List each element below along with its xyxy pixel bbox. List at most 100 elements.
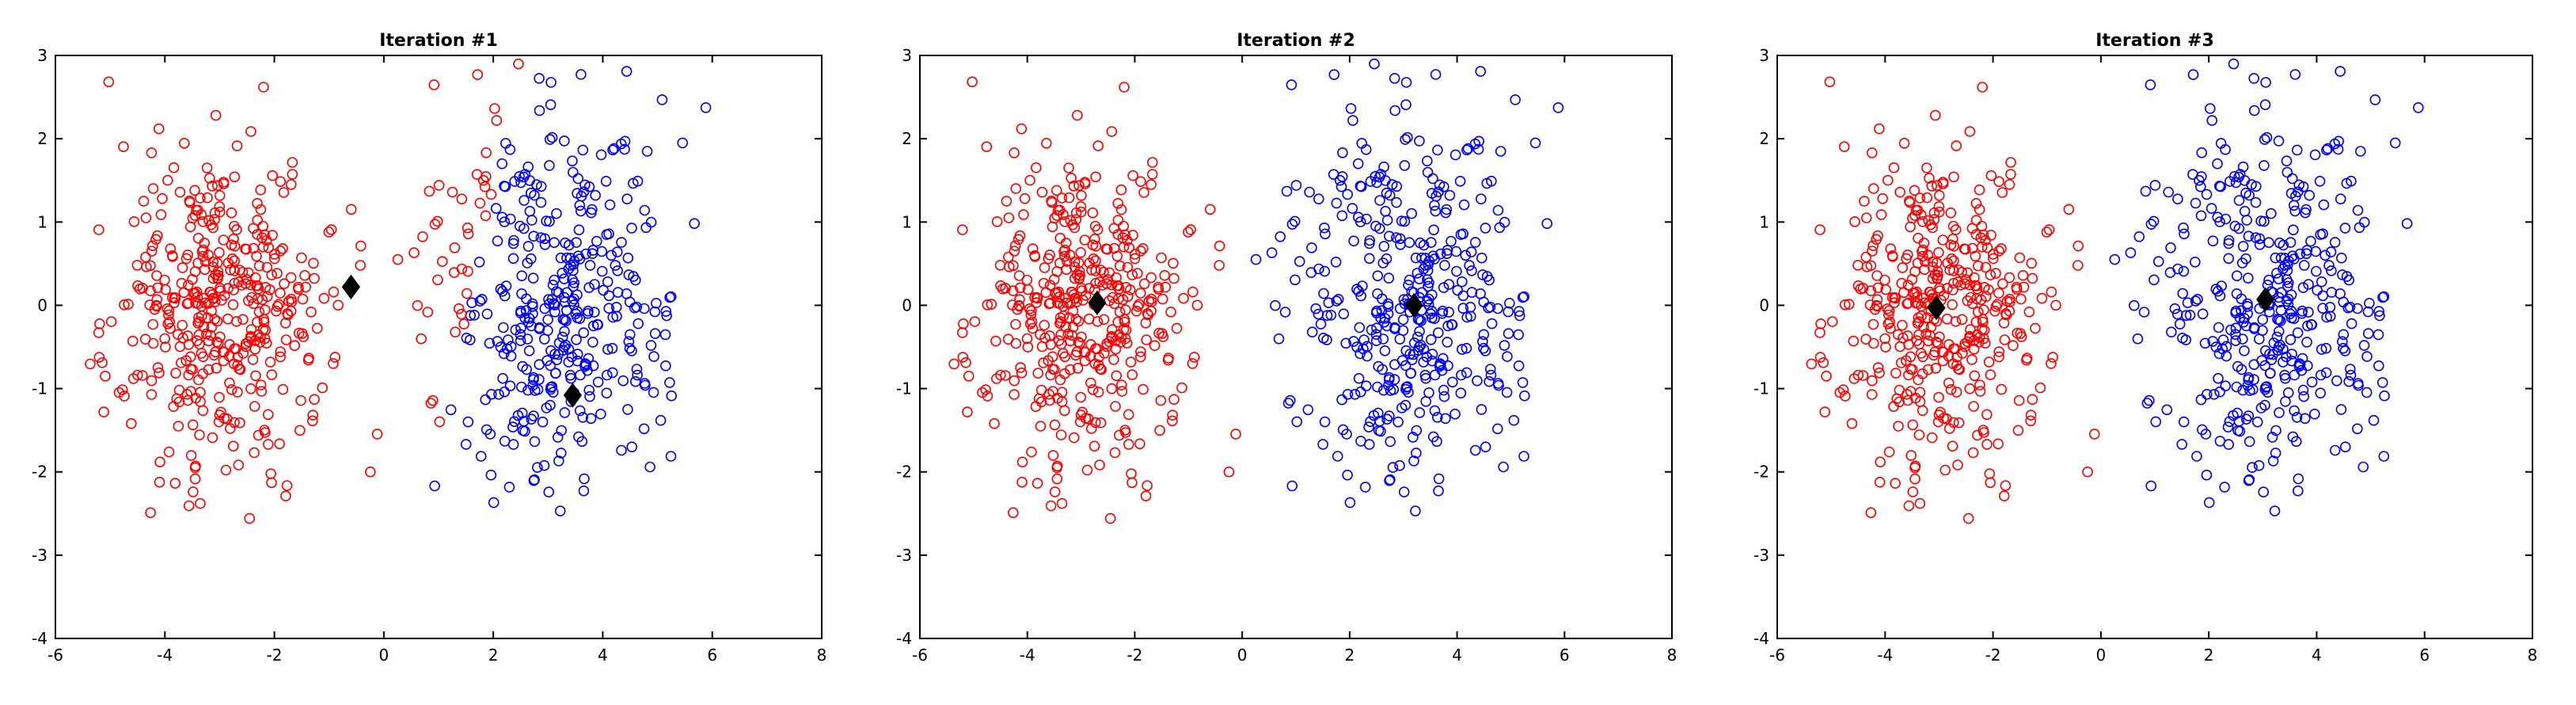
data-point-cluster-2 bbox=[1384, 372, 1395, 383]
x-tick-label: -2 bbox=[1127, 646, 1142, 665]
data-point-cluster-1 bbox=[1055, 429, 1067, 440]
data-point-cluster-2 bbox=[1411, 425, 1423, 436]
data-point-cluster-2 bbox=[1427, 188, 1438, 199]
data-point-cluster-2 bbox=[2335, 193, 2346, 204]
data-point-cluster-2 bbox=[1306, 326, 1318, 338]
data-point-cluster-2 bbox=[1414, 407, 1426, 418]
data-point-cluster-2 bbox=[1462, 143, 1474, 154]
data-point-cluster-1 bbox=[1051, 462, 1062, 474]
data-point-cluster-1 bbox=[233, 459, 245, 471]
data-point-cluster-1 bbox=[1883, 309, 1894, 321]
data-point-cluster-1 bbox=[154, 367, 165, 379]
data-point-cluster-2 bbox=[509, 176, 520, 187]
data-point-cluster-2 bbox=[602, 344, 614, 355]
data-point-cluster-2 bbox=[1373, 171, 1385, 183]
data-point-cluster-1 bbox=[1848, 335, 1860, 347]
data-point-cluster-2 bbox=[1426, 305, 1438, 317]
data-point-cluster-1 bbox=[1134, 438, 1146, 450]
data-point-cluster-2 bbox=[1450, 246, 1462, 257]
data-point-cluster-1 bbox=[151, 300, 162, 312]
data-point-cluster-1 bbox=[1016, 123, 1028, 135]
data-point-cluster-1 bbox=[957, 352, 969, 363]
data-point-cluster-2 bbox=[1469, 237, 1481, 248]
data-point-cluster-2 bbox=[1400, 382, 1412, 393]
data-point-cluster-2 bbox=[518, 415, 530, 427]
data-point-cluster-1 bbox=[159, 333, 170, 345]
data-point-cluster-1 bbox=[1090, 265, 1101, 276]
data-point-cluster-1 bbox=[268, 249, 280, 260]
data-point-cluster-2 bbox=[2220, 213, 2232, 225]
data-point-cluster-1 bbox=[1055, 316, 1066, 327]
data-point-cluster-1 bbox=[1874, 476, 1886, 488]
data-point-cluster-2 bbox=[568, 265, 579, 276]
data-point-cluster-1 bbox=[1917, 405, 1928, 417]
data-point-cluster-2 bbox=[1337, 147, 1348, 158]
data-point-cluster-1 bbox=[1130, 305, 1142, 317]
data-point-cluster-2 bbox=[1452, 284, 1463, 296]
data-point-cluster-2 bbox=[1382, 301, 1394, 312]
data-point-cluster-1 bbox=[176, 277, 188, 289]
data-point-cluster-2 bbox=[2341, 271, 2353, 282]
data-point-cluster-2 bbox=[1454, 176, 1466, 187]
data-point-cluster-1 bbox=[1866, 389, 1878, 400]
data-point-cluster-2 bbox=[2373, 360, 2384, 372]
data-point-cluster-1 bbox=[2025, 410, 2037, 421]
data-point-cluster-2 bbox=[2233, 195, 2245, 206]
data-point-cluster-1 bbox=[275, 176, 287, 187]
data-point-cluster-1 bbox=[1879, 333, 1890, 345]
data-point-cluster-2 bbox=[2178, 416, 2190, 428]
data-point-cluster-1 bbox=[1008, 507, 1019, 519]
data-point-cluster-1 bbox=[1903, 500, 1915, 512]
y-tick-label: 1 bbox=[1759, 212, 1769, 231]
data-point-cluster-1 bbox=[1996, 383, 2007, 395]
data-point-cluster-2 bbox=[1419, 260, 1431, 271]
data-point-cluster-1 bbox=[1913, 232, 1924, 244]
data-point-cluster-1 bbox=[1112, 316, 1123, 328]
data-point-cluster-2 bbox=[2152, 256, 2164, 267]
data-point-cluster-1 bbox=[1159, 269, 1170, 281]
x-tick-label: 6 bbox=[707, 646, 717, 665]
data-point-cluster-1 bbox=[1069, 256, 1081, 268]
data-point-cluster-2 bbox=[1476, 193, 1487, 204]
data-point-cluster-1 bbox=[268, 253, 280, 265]
data-point-cluster-2 bbox=[2282, 387, 2294, 398]
data-point-cluster-1 bbox=[266, 269, 278, 280]
data-point-cluster-2 bbox=[545, 382, 557, 393]
data-point-cluster-1 bbox=[152, 282, 163, 294]
data-point-cluster-1 bbox=[1819, 406, 1830, 417]
data-point-cluster-2 bbox=[528, 231, 540, 242]
data-point-cluster-2 bbox=[2361, 351, 2373, 362]
data-point-cluster-2 bbox=[2389, 137, 2401, 149]
data-point-cluster-2 bbox=[577, 411, 589, 423]
data-point-cluster-1 bbox=[267, 170, 279, 181]
data-point-cluster-1 bbox=[1098, 314, 1110, 326]
data-point-cluster-1 bbox=[1134, 299, 1145, 311]
x-tick-label: 6 bbox=[1560, 646, 1570, 665]
data-point-cluster-2 bbox=[1508, 414, 1520, 426]
data-point-cluster-2 bbox=[2378, 291, 2390, 303]
data-point-cluster-1 bbox=[252, 197, 263, 209]
centroid-2-marker bbox=[1404, 292, 1423, 318]
data-point-cluster-2 bbox=[1325, 309, 1337, 321]
y-tick-label: -1 bbox=[896, 379, 912, 398]
data-point-cluster-2 bbox=[649, 306, 661, 318]
data-point-cluster-1 bbox=[2004, 293, 2016, 305]
data-point-cluster-2 bbox=[2335, 404, 2347, 415]
data-point-cluster-1 bbox=[1840, 391, 1851, 402]
data-point-cluster-1 bbox=[1882, 303, 1893, 314]
data-point-cluster-1 bbox=[446, 186, 458, 198]
data-point-cluster-1 bbox=[247, 354, 259, 365]
data-point-cluster-1 bbox=[1895, 357, 1907, 368]
data-point-cluster-2 bbox=[2244, 189, 2255, 201]
data-point-cluster-2 bbox=[1476, 252, 1487, 264]
data-point-cluster-2 bbox=[2206, 203, 2217, 214]
data-point-cluster-2 bbox=[578, 327, 590, 338]
data-point-cluster-1 bbox=[123, 299, 134, 310]
data-point-cluster-1 bbox=[183, 369, 194, 381]
data-point-cluster-1 bbox=[1938, 413, 1949, 424]
data-point-cluster-1 bbox=[1965, 292, 1977, 303]
data-point-cluster-2 bbox=[1396, 355, 1408, 367]
data-point-cluster-2 bbox=[1365, 176, 1377, 187]
data-point-cluster-1 bbox=[1871, 300, 1883, 312]
data-point-cluster-2 bbox=[1381, 320, 1392, 332]
